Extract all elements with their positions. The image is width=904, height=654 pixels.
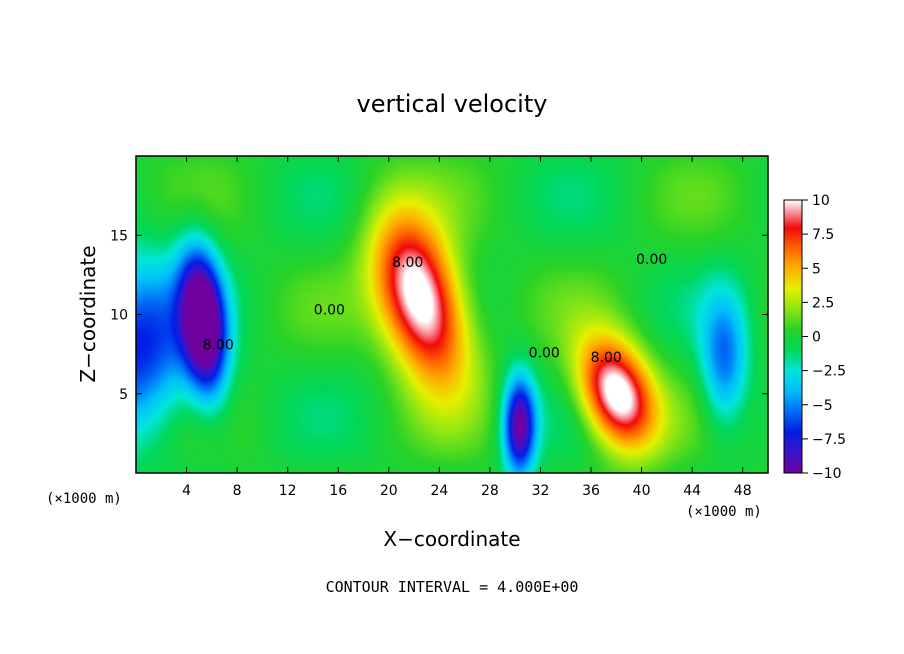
colorbar-ticks: 10 7.5 5 2.5 0 −2.5 −5 −7.5 −10 (802, 193, 846, 482)
colorbar-tick-label: 5 (812, 261, 821, 277)
x-axis-label: X−coordinate (383, 527, 520, 551)
x-tick-label: 12 (279, 483, 297, 499)
contour-label: 8.00 (392, 255, 423, 271)
x-tick-label: 8 (233, 483, 242, 499)
colorbar-tick-label: −5 (812, 398, 833, 414)
x-tick-label: 28 (481, 483, 499, 499)
colorbar-tick-label: 7.5 (812, 227, 834, 243)
contour-label: 0.00 (314, 303, 345, 319)
x-tick-label: 48 (734, 483, 752, 499)
y-axis-ticks: 5 10 15 (110, 228, 768, 403)
contour-label: 8.00 (591, 350, 622, 366)
colorbar-tick-label: −10 (812, 466, 842, 482)
x-tick-label: 16 (329, 483, 347, 499)
y-tick-label: 5 (119, 387, 128, 403)
contour-interval-note: CONTOUR INTERVAL = 4.000E+00 (326, 578, 579, 596)
velocity-field-heatmap (136, 156, 768, 473)
x-tick-label: 44 (683, 483, 701, 499)
y-tick-label: 10 (110, 308, 128, 324)
contour-label: 0.00 (529, 345, 560, 361)
x-tick-label: 32 (532, 483, 550, 499)
x-axis-ticks: 4 8 12 16 20 24 28 32 36 40 44 48 (182, 156, 752, 499)
colorbar-tick-label: −7.5 (812, 432, 846, 448)
chart-title: vertical velocity (357, 90, 548, 118)
x-tick-label: 24 (430, 483, 448, 499)
x-tick-label: 40 (633, 483, 651, 499)
colorbar-tick-label: 10 (812, 193, 830, 209)
colorbar-gradient (784, 200, 802, 473)
contour-label: 0.00 (636, 252, 667, 268)
y-unit-label: (×1000 m) (46, 491, 122, 507)
colorbar-tick-label: 0 (812, 330, 821, 346)
y-axis-label: Z−coordinate (76, 245, 100, 382)
x-tick-label: 4 (182, 483, 191, 499)
contour-labels: 8.00 0.00 8.00 0.00 8.00 0.00 (203, 252, 668, 366)
y-tick-label: 15 (110, 228, 128, 244)
colorbar-tick-label: 2.5 (812, 295, 834, 311)
contour-label: 8.00 (203, 337, 234, 353)
x-tick-label: 36 (582, 483, 600, 499)
colorbar-tick-label: −2.5 (812, 364, 846, 380)
x-unit-label: (×1000 m) (686, 504, 762, 520)
x-tick-label: 20 (380, 483, 398, 499)
